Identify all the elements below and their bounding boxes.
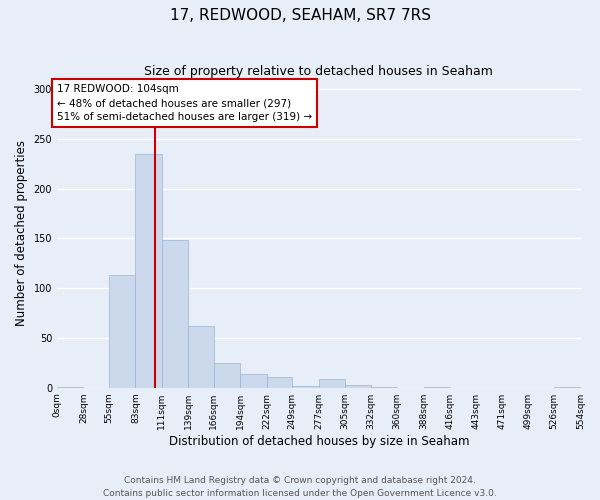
Title: Size of property relative to detached houses in Seaham: Size of property relative to detached ho… <box>145 65 493 78</box>
Text: 17 REDWOOD: 104sqm
← 48% of detached houses are smaller (297)
51% of semi-detach: 17 REDWOOD: 104sqm ← 48% of detached hou… <box>57 84 312 122</box>
Bar <box>136 154 162 388</box>
Bar <box>267 377 292 388</box>
X-axis label: Distribution of detached houses by size in Seaham: Distribution of detached houses by size … <box>169 434 469 448</box>
Bar <box>424 386 450 388</box>
Bar <box>345 384 371 388</box>
Bar <box>292 386 319 388</box>
Bar <box>214 363 241 388</box>
Bar <box>109 275 136 388</box>
Text: Contains HM Land Registry data © Crown copyright and database right 2024.
Contai: Contains HM Land Registry data © Crown c… <box>103 476 497 498</box>
Bar <box>554 386 580 388</box>
Bar <box>371 386 397 388</box>
Bar <box>57 386 83 388</box>
Y-axis label: Number of detached properties: Number of detached properties <box>15 140 28 326</box>
Text: 17, REDWOOD, SEAHAM, SR7 7RS: 17, REDWOOD, SEAHAM, SR7 7RS <box>170 8 431 22</box>
Bar <box>319 379 345 388</box>
Bar <box>241 374 267 388</box>
Bar <box>162 240 188 388</box>
Bar <box>188 326 214 388</box>
